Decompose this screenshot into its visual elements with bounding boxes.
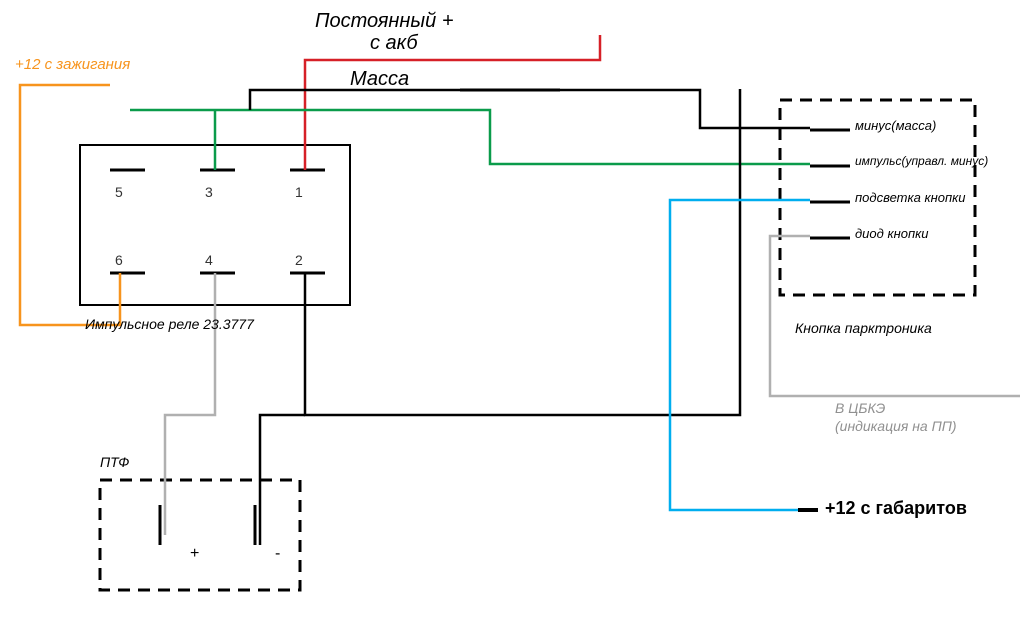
label-ptf: ПТФ bbox=[100, 454, 129, 470]
label-plus: + bbox=[190, 545, 199, 563]
pin-3-label: 3 bbox=[205, 184, 213, 200]
label-ignition: +12 с зажигания bbox=[15, 56, 130, 73]
wire-mass-to-btn bbox=[631, 90, 810, 128]
pin-4-label: 4 bbox=[205, 252, 213, 268]
label-btn-diode: диод кнопки bbox=[855, 226, 929, 241]
pin-5-label: 5 bbox=[115, 184, 123, 200]
label-relay-caption: Импульсное реле 23.3777 bbox=[85, 316, 254, 332]
label-mass: Масса bbox=[350, 68, 409, 91]
label-btn-backlight: подсветка кнопки bbox=[855, 190, 966, 205]
wire-pin2-loop bbox=[305, 89, 740, 415]
ptf-box bbox=[100, 480, 300, 590]
wire-grey-pin4 bbox=[165, 273, 215, 535]
label-gab: +12 с габаритов bbox=[825, 498, 967, 519]
button-pins bbox=[810, 130, 850, 238]
pin-6-label: 6 bbox=[115, 252, 123, 268]
wire-grey-diode bbox=[770, 236, 1020, 396]
wire-orange bbox=[20, 85, 120, 325]
label-btn-minus: минус(масса) bbox=[855, 118, 936, 133]
wire-mass-to-relay bbox=[250, 90, 631, 110]
label-btn-impulse: импульс(управл. минус) bbox=[855, 154, 988, 168]
label-cbke2: (индикация на ПП) bbox=[835, 418, 957, 434]
label-from-batt: с акб bbox=[370, 32, 418, 55]
label-const-plus: Постоянный + bbox=[315, 10, 454, 33]
label-minus: - bbox=[275, 545, 280, 563]
wire-green-main bbox=[130, 110, 810, 164]
wiring-diagram: 5 3 1 6 4 2 bbox=[0, 0, 1024, 625]
ptf-pins bbox=[160, 505, 255, 545]
relay-pins: 5 3 1 6 4 2 bbox=[110, 170, 325, 273]
label-cbke1: В ЦБКЭ bbox=[835, 400, 885, 416]
label-btn-caption: Кнопка парктроника bbox=[795, 320, 932, 336]
pin-1-label: 1 bbox=[295, 184, 303, 200]
pin-2-label: 2 bbox=[295, 252, 303, 268]
